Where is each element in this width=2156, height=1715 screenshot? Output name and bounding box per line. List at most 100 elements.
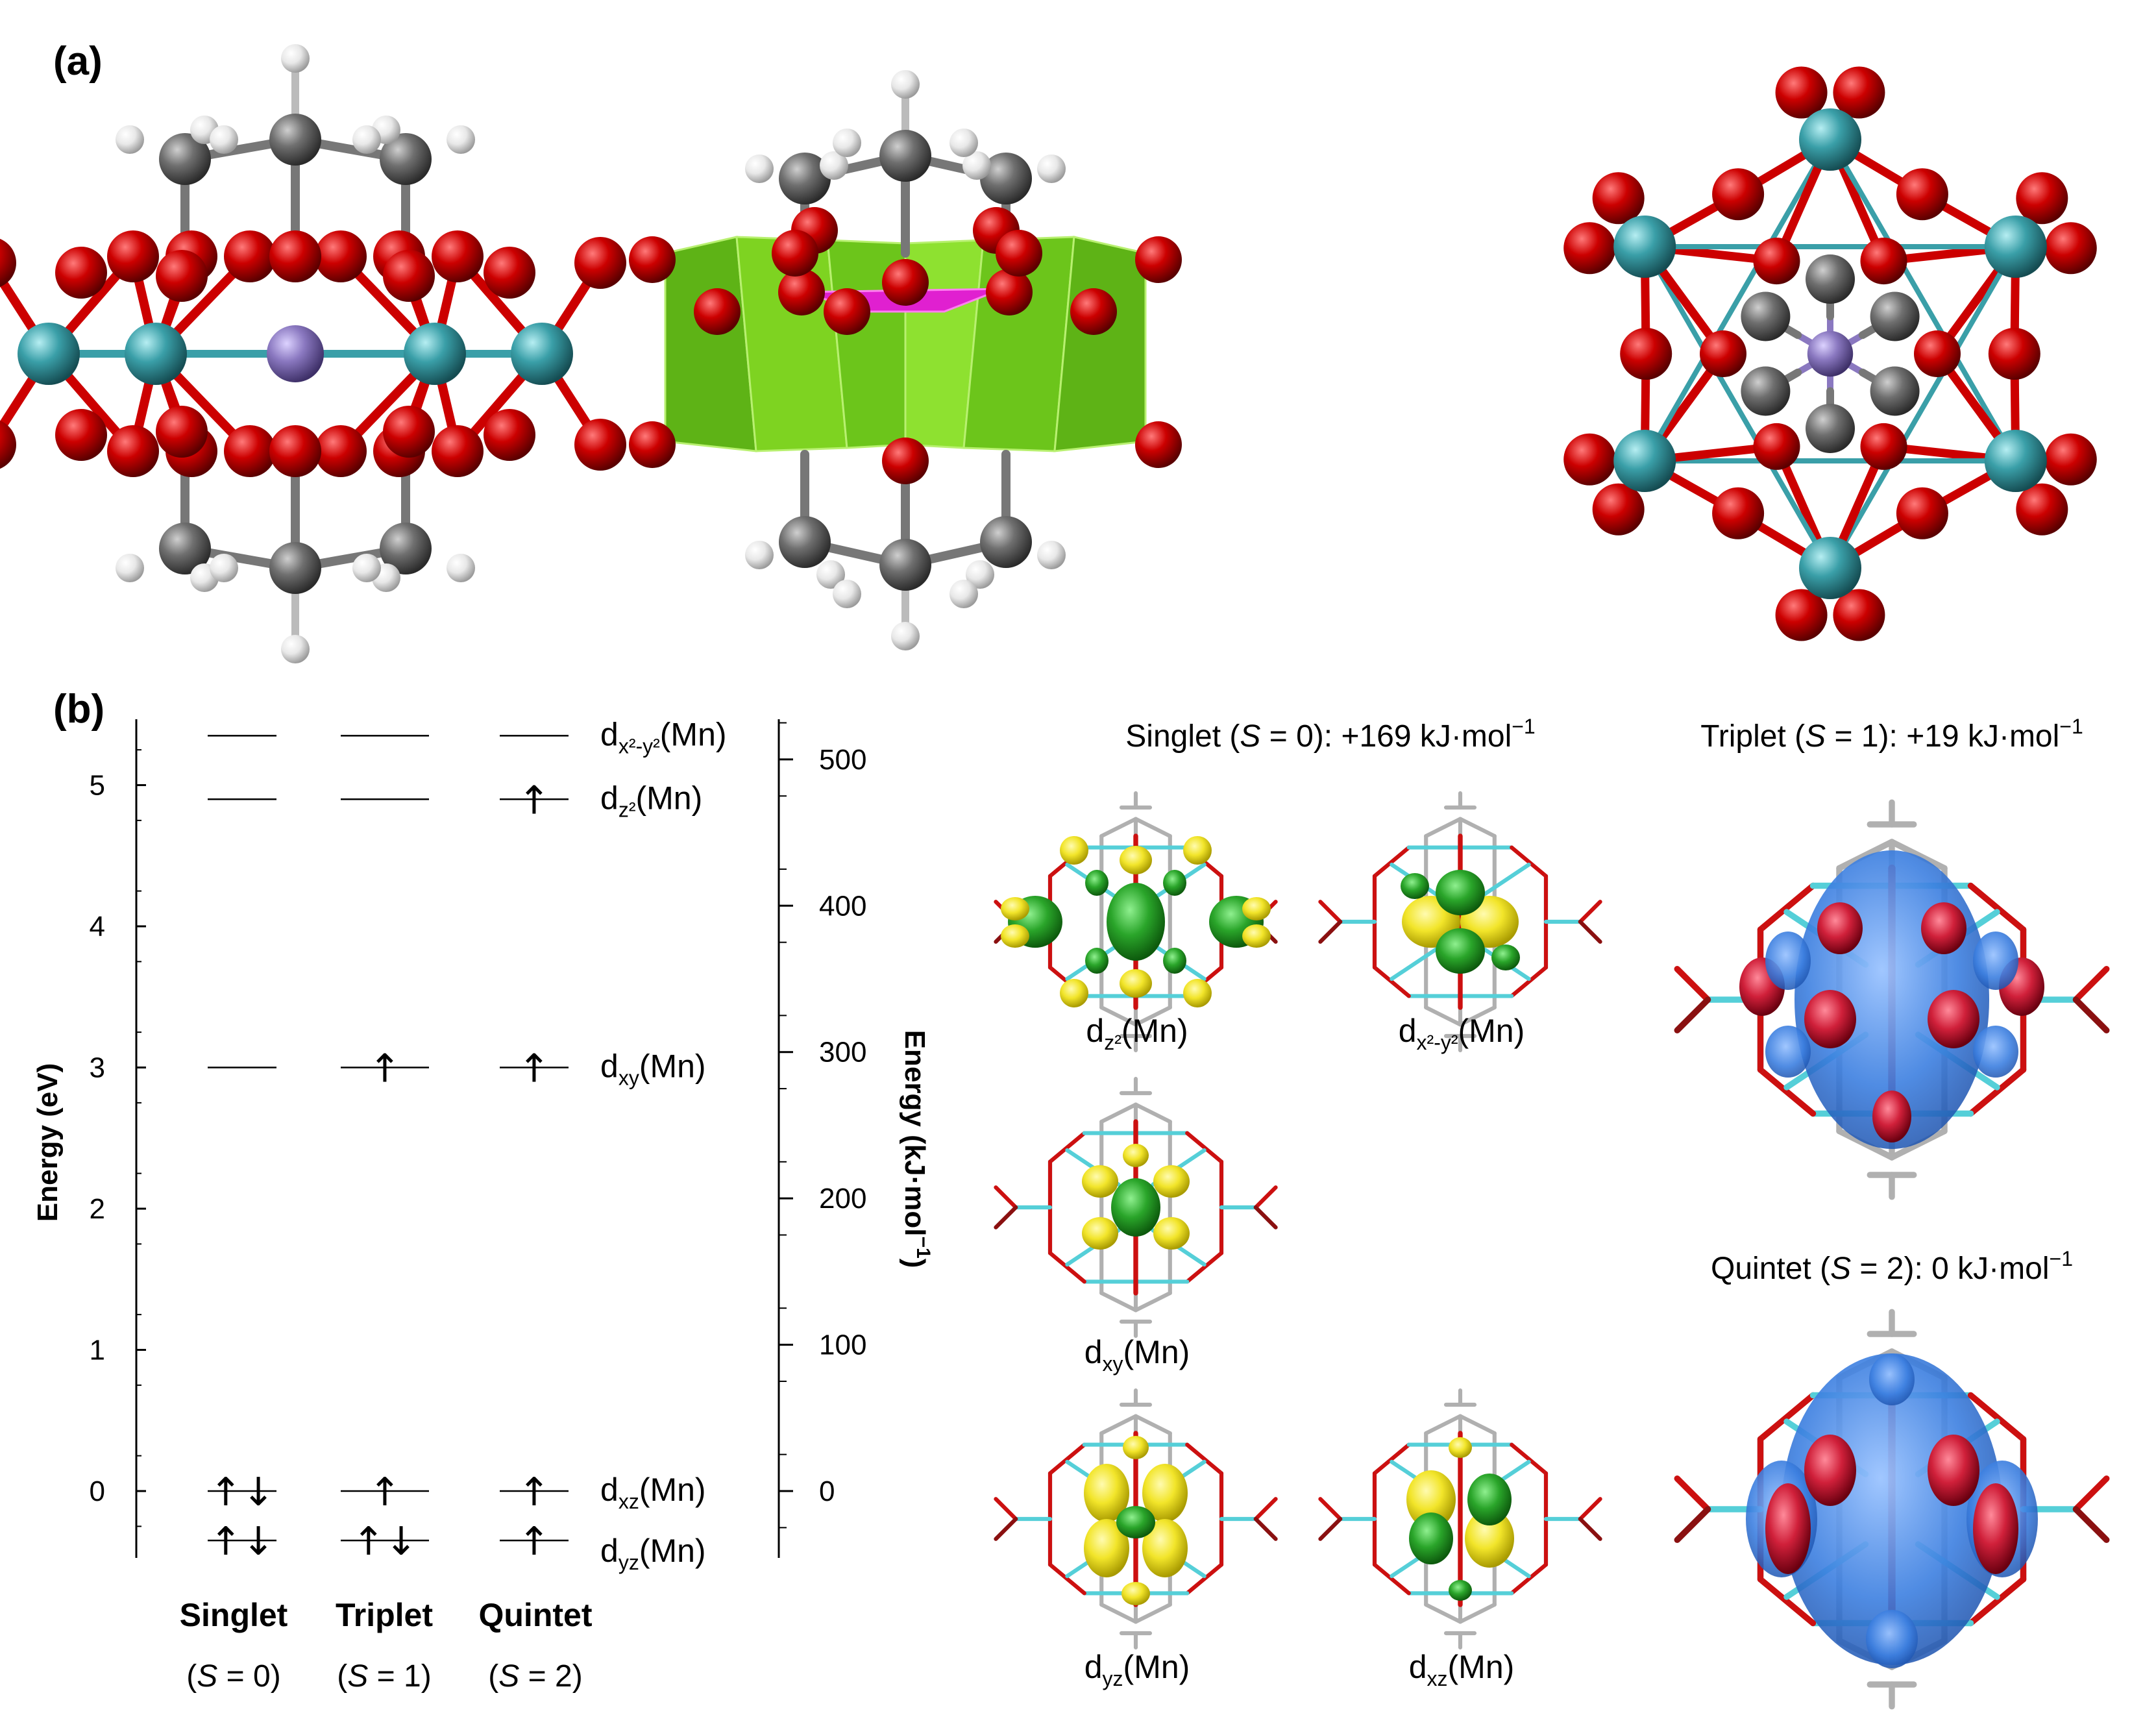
- atom-c: [879, 539, 931, 591]
- stick: [1458, 1414, 1497, 1436]
- atom-h: [352, 554, 381, 582]
- stick: [1510, 1442, 1549, 1475]
- atom-c: [380, 523, 432, 574]
- atom-o: [1592, 483, 1645, 536]
- energy-levels: ↑↑ ↑↑↓ ↑ ↑↑↓ ↑↓ ↑: [208, 735, 569, 1564]
- atom-o: [1592, 172, 1645, 225]
- orbital-caption: dx²-y²(Mn): [1399, 1013, 1525, 1054]
- atom-o: [1914, 330, 1961, 377]
- atom-o: [1700, 330, 1746, 377]
- isosurface-lobe: [1973, 1483, 2018, 1574]
- isosurface-lobe: [1142, 1464, 1188, 1522]
- stick: [994, 1185, 1018, 1210]
- orbital-captions: dz²(Mn) dx²-y²(Mn) dxy(Mn) dyz(Mn) dxz(Mn): [1084, 1013, 1525, 1690]
- atom-o: [2016, 172, 2068, 225]
- stick: [1133, 1290, 1172, 1313]
- atom-o: [269, 425, 321, 477]
- stick: [1510, 1562, 1549, 1596]
- state-spin: (S = 0): [186, 1659, 280, 1694]
- bond: [1828, 137, 2018, 463]
- isosurface-lobe: [1804, 990, 1856, 1048]
- atom-o: [694, 288, 741, 335]
- atom-h: [352, 125, 381, 154]
- stick: [1424, 817, 1463, 839]
- stick: [1757, 1392, 1817, 1442]
- right-axis-title: Energy (kJ·mol−1): [899, 1030, 934, 1268]
- isosurface-lobe: [1765, 1026, 1811, 1078]
- stick: [1185, 1562, 1224, 1596]
- isosurface-lobe: [1401, 873, 1429, 899]
- atom-mn: [1807, 330, 1854, 377]
- atom-o: [432, 425, 484, 477]
- atom-o: [1563, 222, 1616, 275]
- energy-level-diagram: 0 1 2 3 4 5 0 100 200 300 400 500 Energy (eV) Ener…: [32, 716, 934, 1694]
- stick: [1674, 996, 1711, 1033]
- stick: [1099, 817, 1138, 839]
- left-tick-label: 1: [90, 1335, 105, 1366]
- isosurface-lobe: [1123, 1144, 1149, 1167]
- stick: [1133, 1414, 1172, 1436]
- atom-o: [224, 425, 276, 477]
- atom-c: [380, 133, 432, 185]
- stick: [994, 1516, 1018, 1541]
- stick: [1185, 1251, 1224, 1284]
- atom-o: [1896, 168, 1948, 221]
- isosurface-lobe: [1116, 1506, 1155, 1538]
- isosurface-lobe: [1085, 870, 1109, 896]
- orbital-plot-yz: [994, 1388, 1278, 1650]
- isosurface-lobe: [1183, 836, 1212, 865]
- stick: [1967, 882, 2027, 933]
- atom-o: [55, 409, 107, 461]
- stick: [1475, 862, 1531, 901]
- atom-h: [1037, 541, 1066, 569]
- atom-o: [1070, 288, 1117, 335]
- atom-o: [772, 230, 818, 277]
- atom-o: [986, 269, 1033, 315]
- stick: [1047, 1562, 1086, 1596]
- atom-o: [1712, 487, 1765, 539]
- stick: [1253, 1185, 1278, 1210]
- atom-o: [107, 425, 159, 477]
- atom-o: [1563, 433, 1616, 486]
- structure-top-view: [1563, 66, 2097, 641]
- stick: [1967, 1392, 2027, 1442]
- isosurface-lobe: [1467, 1474, 1512, 1525]
- bond: [1642, 137, 1833, 463]
- atom-o: [1860, 423, 1907, 470]
- electron-arrows: ↑: [518, 1470, 550, 1515]
- stick: [1099, 1102, 1138, 1124]
- isosurface-lobe: [1153, 1165, 1190, 1198]
- stick: [1889, 839, 1948, 872]
- stick: [1836, 1128, 1895, 1161]
- isosurface-lobe: [1866, 1610, 1918, 1668]
- left-axis-ticks: 0 1 2 3 4 5: [90, 749, 146, 1527]
- stick: [1757, 882, 1817, 933]
- isosurface-lobe: [1765, 1483, 1811, 1574]
- state-spin: (S = 1): [337, 1659, 431, 1694]
- stick: [1318, 900, 1343, 924]
- atom-c: [1870, 366, 1920, 416]
- isosurface-lobe: [1060, 836, 1088, 865]
- atom-o: [0, 238, 16, 288]
- atom-o: [1833, 66, 1885, 119]
- atom-o: [2044, 433, 2097, 486]
- triplet-header: Triplet (S = 1): +19 kJ·mol−1: [1700, 715, 2083, 754]
- isosurface-lobe: [1120, 846, 1152, 874]
- atom-c: [1741, 366, 1791, 416]
- stick: [1318, 919, 1343, 944]
- stick: [1674, 1506, 1711, 1543]
- atom-o: [996, 230, 1042, 277]
- spin-state-labels: Singlet (S = 0) Triplet (S = 1) Quintet (S = …: [180, 1597, 593, 1694]
- atom-o: [1712, 168, 1765, 221]
- stick: [1099, 1005, 1138, 1027]
- atom-o: [1833, 589, 1885, 641]
- right-axis-ticks: 0 100 200 300 400 500: [779, 722, 866, 1529]
- atom-o: [383, 250, 435, 302]
- atom-h: [949, 580, 978, 608]
- atom-c: [779, 516, 831, 568]
- stick: [2072, 1475, 2110, 1512]
- stick: [1578, 1516, 1602, 1541]
- orbital-plot-z2: [994, 791, 1278, 1053]
- panel-label-b: (b): [53, 687, 104, 732]
- orbital-caption: dxy(Mn): [1084, 1334, 1190, 1376]
